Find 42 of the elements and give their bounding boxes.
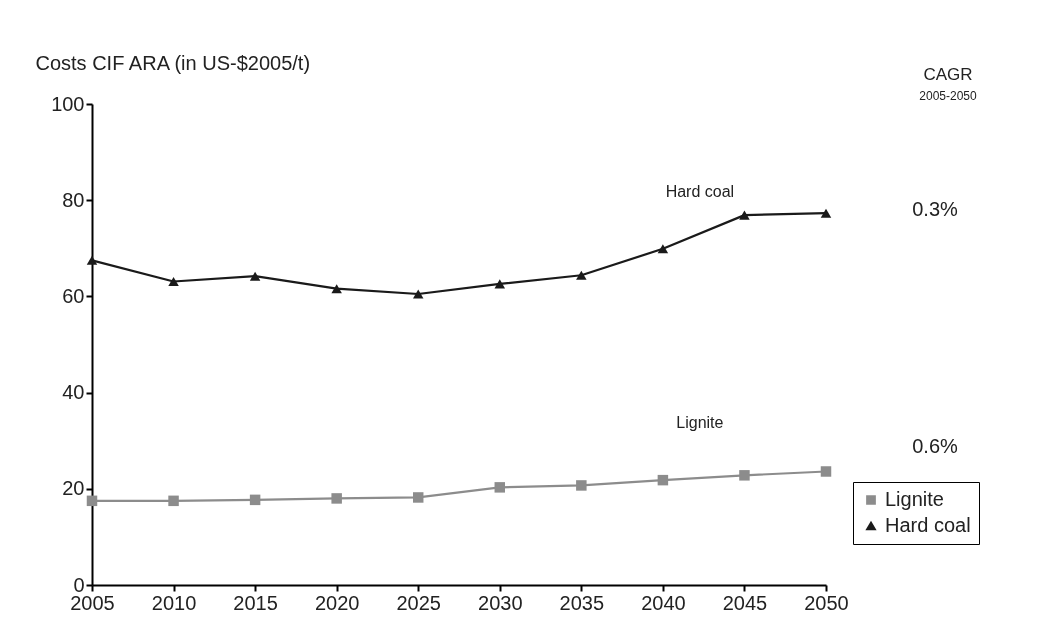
point: [168, 495, 179, 507]
point: [168, 276, 179, 287]
x-tick-label: 2010: [151, 591, 197, 614]
x-tick-label: 2035: [559, 591, 605, 614]
point: [412, 492, 424, 503]
y-axis-title: Costs CIF ARA (in US-$2005/t): [35, 51, 311, 74]
point: [331, 284, 342, 294]
text: CAGR: [923, 65, 973, 84]
text: Lignite: [676, 414, 724, 432]
text: Hard coal: [665, 182, 735, 200]
point: [739, 210, 750, 220]
point: [576, 270, 587, 280]
legend-label: Hard coal: [885, 514, 971, 536]
point: [86, 495, 98, 507]
x-tick-label: 2045: [722, 591, 768, 614]
point: [494, 482, 506, 493]
point: [331, 493, 342, 504]
x-tick-label: 2050: [804, 591, 849, 614]
point: [249, 494, 261, 506]
x-tick-label: 2030: [478, 591, 523, 614]
x-tick-label: 2020: [314, 591, 360, 614]
point: [739, 470, 750, 481]
point: [86, 255, 98, 265]
point: [657, 244, 669, 254]
legend-label: Lignite: [885, 488, 944, 510]
x-tick-label: 2015: [233, 591, 278, 614]
text: 2005-2050: [919, 89, 978, 103]
point: [820, 208, 832, 218]
x-tick-label: 2040: [641, 591, 686, 614]
point: [412, 289, 424, 299]
y-tick-label: 80: [62, 188, 85, 211]
point: [820, 466, 832, 477]
y-tick-label: 60: [62, 284, 85, 307]
y-tick-label: 40: [62, 381, 85, 404]
text: 0.6%: [912, 435, 959, 457]
point: [576, 480, 587, 491]
point: [657, 474, 669, 486]
y-tick-label: 20: [62, 477, 85, 500]
text: 0.3%: [912, 198, 959, 220]
x-tick-label: 2025: [396, 591, 441, 614]
y-tick-label: 100: [51, 92, 85, 115]
point: [249, 271, 261, 281]
